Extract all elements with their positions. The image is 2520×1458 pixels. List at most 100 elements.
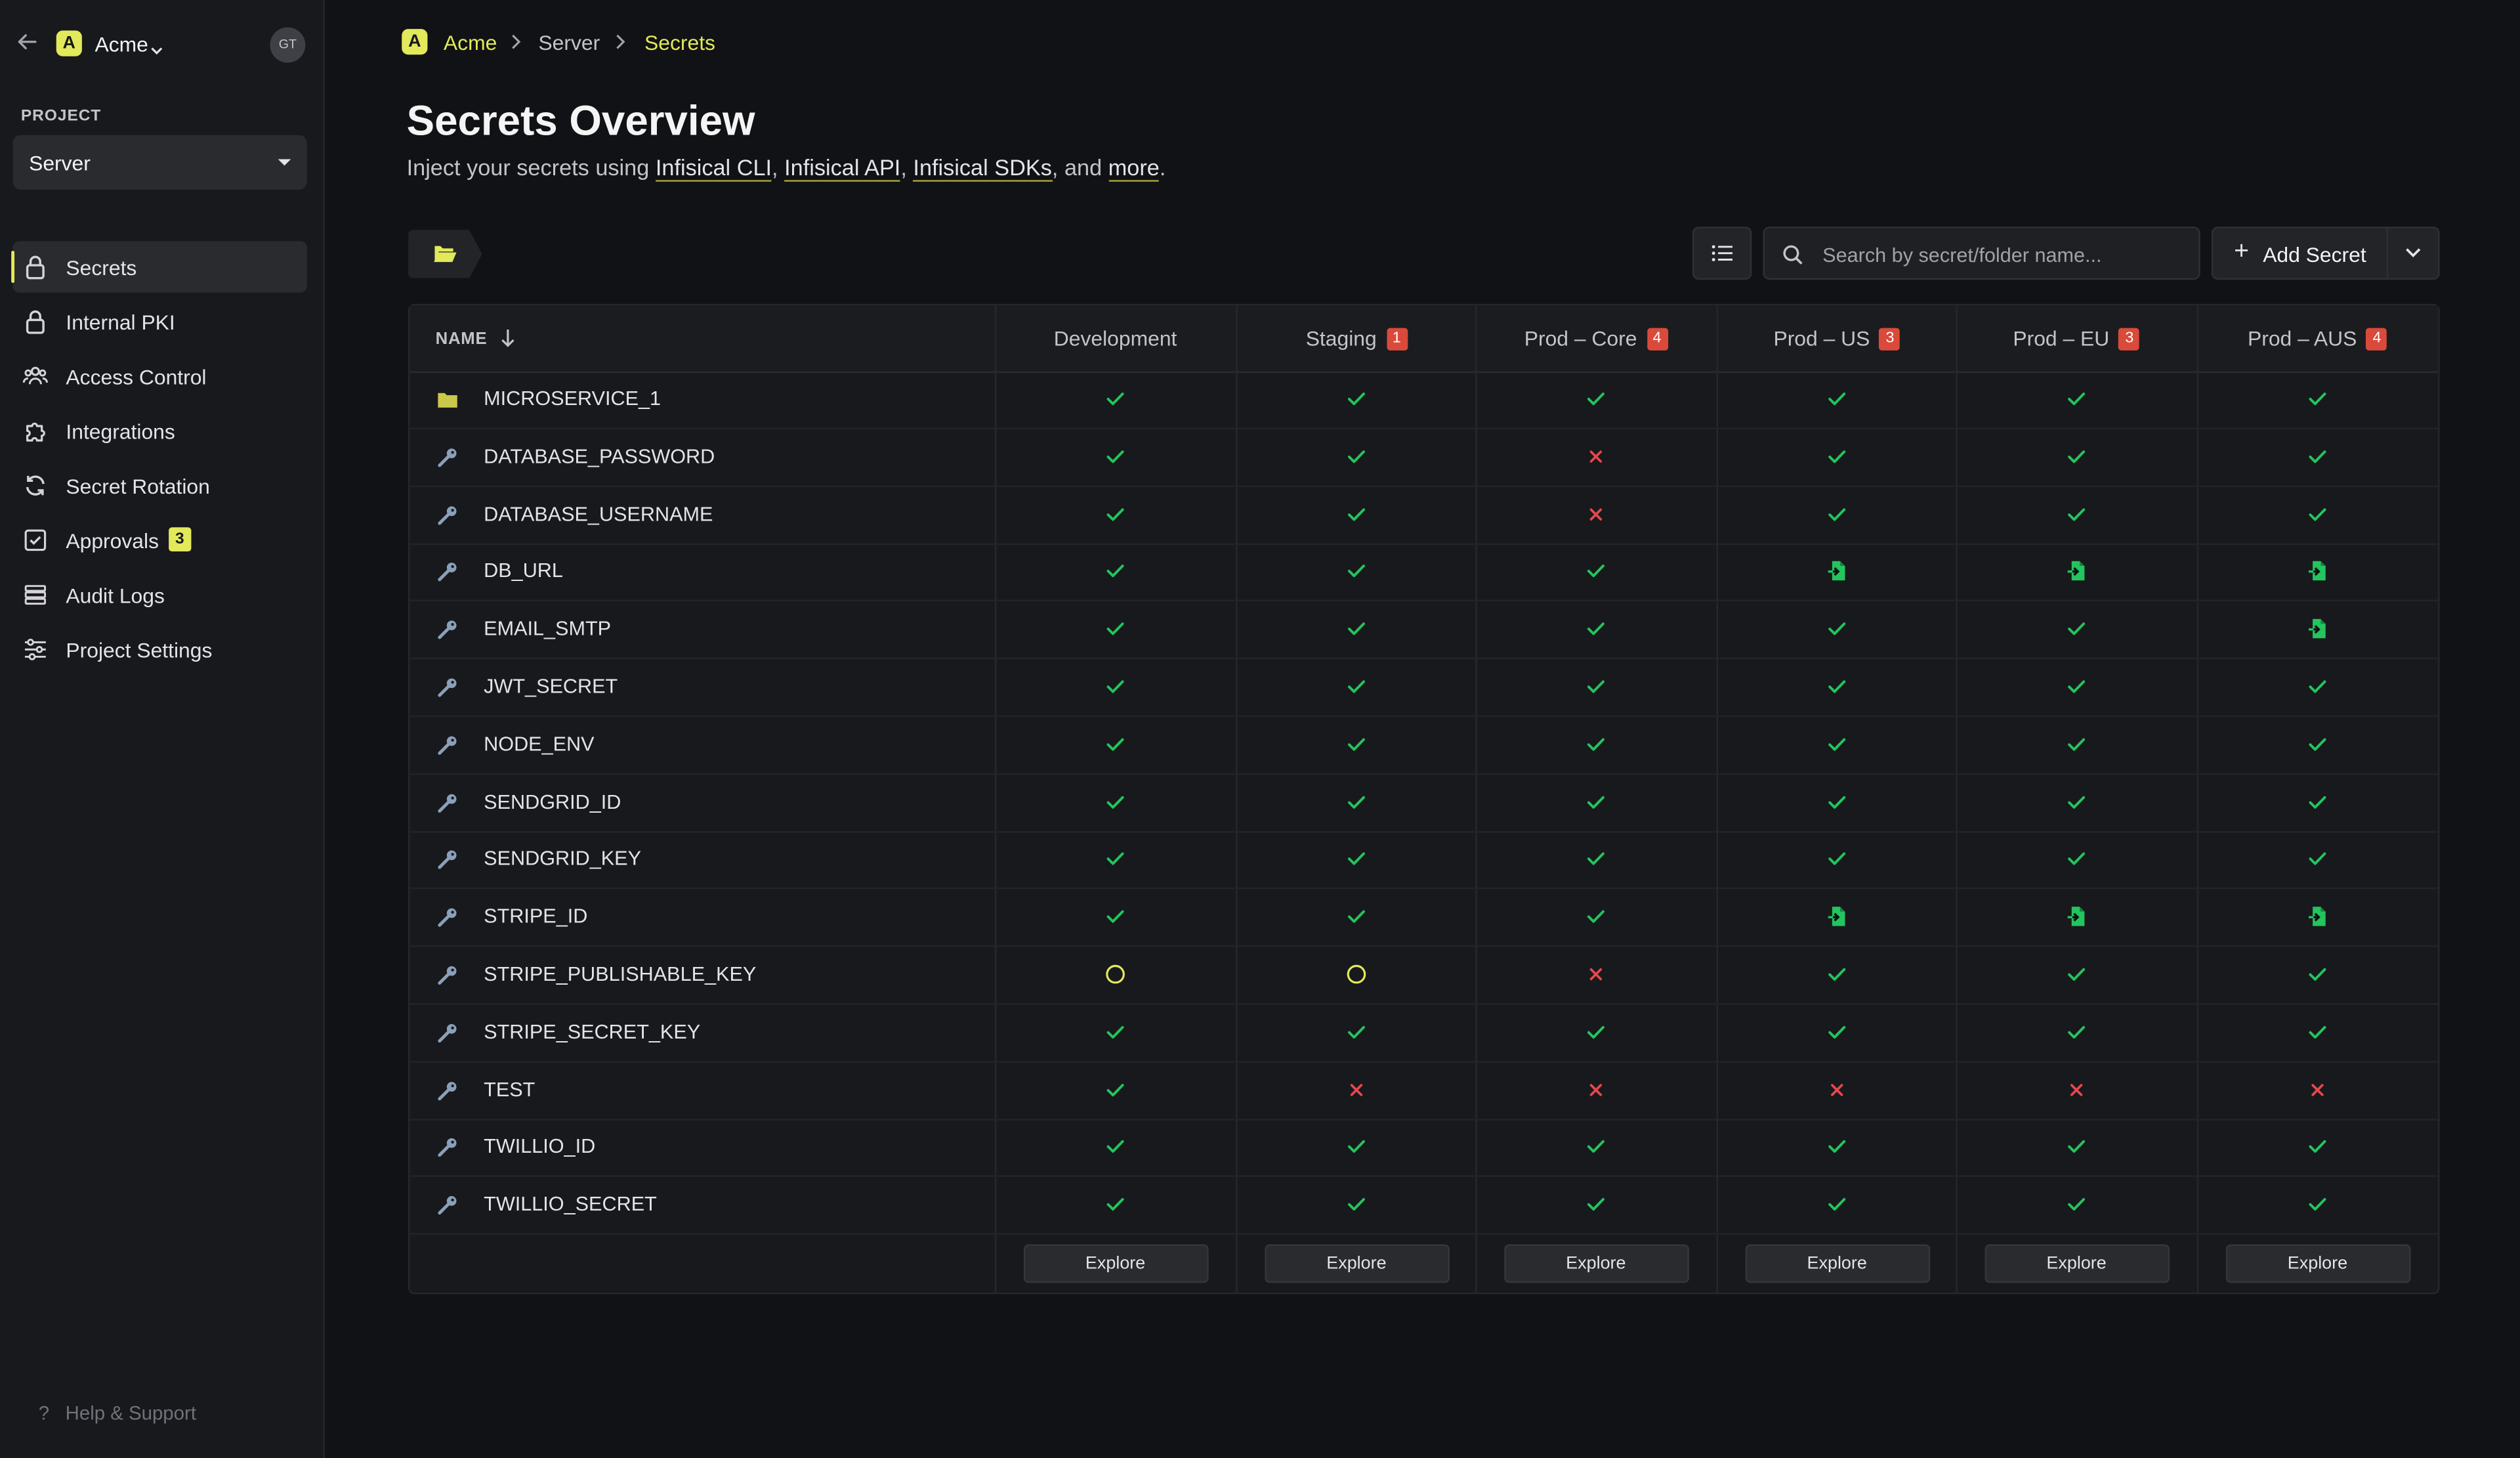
check-icon[interactable] (1102, 788, 1128, 814)
infisical-api-link[interactable]: Infisical API (784, 154, 901, 182)
check-icon[interactable] (2064, 674, 2090, 699)
check-icon[interactable] (1824, 731, 1850, 757)
check-icon[interactable] (1583, 616, 1608, 641)
env-column-header[interactable]: Development (995, 326, 1236, 351)
breadcrumb-page[interactable]: Secrets (644, 30, 715, 55)
check-icon[interactable] (2064, 386, 2090, 412)
env-column-header[interactable]: Prod – AUS 4 (2197, 326, 2438, 351)
check-icon[interactable] (1824, 501, 1850, 526)
x-icon[interactable] (1583, 1077, 1608, 1102)
add-secret-button[interactable]: + Add Secret (2213, 228, 2385, 278)
imported-file-icon[interactable] (2305, 559, 2330, 584)
folder-path-root[interactable] (408, 230, 482, 278)
check-icon[interactable] (1824, 788, 1850, 814)
check-icon[interactable] (1824, 443, 1850, 469)
x-icon[interactable] (1583, 501, 1608, 526)
check-icon[interactable] (1102, 674, 1128, 699)
check-icon[interactable] (2305, 443, 2330, 469)
sidebar-item-integrations[interactable]: Integrations (13, 405, 307, 456)
check-icon[interactable] (2305, 501, 2330, 526)
check-icon[interactable] (1102, 501, 1128, 526)
check-icon[interactable] (1343, 559, 1369, 584)
explore-button[interactable]: Explore (1744, 1244, 1930, 1283)
check-icon[interactable] (1583, 1019, 1608, 1044)
sidebar-item-approvals[interactable]: Approvals 3 (13, 515, 307, 566)
check-icon[interactable] (1102, 616, 1128, 641)
check-icon[interactable] (1343, 731, 1369, 757)
check-icon[interactable] (1102, 731, 1128, 757)
empty-circle-icon[interactable] (1343, 962, 1369, 987)
check-icon[interactable] (1343, 904, 1369, 930)
check-icon[interactable] (1824, 846, 1850, 872)
sidebar-item-secrets[interactable]: Secrets (11, 241, 307, 293)
check-icon[interactable] (2064, 846, 2090, 872)
more-link[interactable]: more (1108, 154, 1160, 182)
secret-row[interactable]: TWILLIO_ID (410, 1119, 2439, 1178)
secret-row[interactable]: TEST (410, 1062, 2439, 1120)
check-icon[interactable] (1102, 1019, 1128, 1044)
avatar[interactable]: GT (270, 27, 306, 63)
check-icon[interactable] (2064, 788, 2090, 814)
check-icon[interactable] (1102, 559, 1128, 584)
check-icon[interactable] (2064, 1134, 2090, 1160)
imported-file-icon[interactable] (1824, 559, 1850, 584)
imported-file-icon[interactable] (1824, 904, 1850, 930)
imported-file-icon[interactable] (2064, 559, 2090, 584)
secret-row[interactable]: STRIPE_SECRET_KEY (410, 1004, 2439, 1063)
check-icon[interactable] (2305, 1134, 2330, 1160)
explore-button[interactable]: Explore (1984, 1244, 2169, 1283)
check-icon[interactable] (1583, 559, 1608, 584)
env-column-header[interactable]: Staging 1 (1236, 326, 1477, 351)
explore-button[interactable]: Explore (2225, 1244, 2410, 1283)
check-icon[interactable] (2064, 501, 2090, 526)
breadcrumb-project[interactable]: Server (538, 30, 600, 55)
x-icon[interactable] (1824, 1077, 1850, 1102)
secret-row[interactable]: EMAIL_SMTP (410, 601, 2439, 660)
check-icon[interactable] (2064, 616, 2090, 641)
sidebar-item-internal-pki[interactable]: Internal PKI (13, 296, 307, 347)
check-icon[interactable] (1583, 1134, 1608, 1160)
sidebar-item-access-control[interactable]: Access Control (13, 351, 307, 402)
check-icon[interactable] (2305, 386, 2330, 412)
check-icon[interactable] (1824, 616, 1850, 641)
secret-row[interactable]: STRIPE_ID (410, 890, 2439, 947)
check-icon[interactable] (1102, 904, 1128, 930)
check-icon[interactable] (2064, 443, 2090, 469)
secret-row[interactable]: DATABASE_PASSWORD (410, 429, 2439, 487)
secret-row[interactable]: DATABASE_USERNAME (410, 486, 2439, 545)
explore-button[interactable]: Explore (1022, 1244, 1208, 1283)
add-secret-dropdown-button[interactable] (2388, 228, 2439, 278)
imported-file-icon[interactable] (2305, 616, 2330, 641)
check-icon[interactable] (1102, 1077, 1128, 1102)
secret-row[interactable]: SENDGRID_KEY (410, 832, 2439, 890)
check-icon[interactable] (1583, 904, 1608, 930)
check-icon[interactable] (1102, 1191, 1128, 1217)
check-icon[interactable] (1583, 846, 1608, 872)
check-icon[interactable] (1583, 788, 1608, 814)
check-icon[interactable] (1102, 386, 1128, 412)
check-icon[interactable] (1102, 846, 1128, 872)
check-icon[interactable] (2305, 962, 2330, 987)
check-icon[interactable] (1824, 674, 1850, 699)
env-column-header[interactable]: Prod – EU 3 (1956, 326, 2196, 351)
check-icon[interactable] (1583, 674, 1608, 699)
check-icon[interactable] (1343, 386, 1369, 412)
breadcrumb-org[interactable]: Acme (443, 30, 497, 55)
check-icon[interactable] (2305, 846, 2330, 872)
project-select[interactable]: Server (12, 135, 307, 190)
explore-button[interactable]: Explore (1264, 1244, 1449, 1283)
check-icon[interactable] (2064, 1019, 2090, 1044)
check-icon[interactable] (1343, 501, 1369, 526)
secret-row[interactable]: DB_URL (410, 544, 2439, 602)
check-icon[interactable] (1824, 962, 1850, 987)
check-icon[interactable] (2305, 1191, 2330, 1217)
infisical-sdks-link[interactable]: Infisical SDKs (913, 154, 1052, 182)
name-column-header[interactable]: NAME (436, 330, 514, 349)
sidebar-item-project-settings[interactable]: Project Settings (13, 624, 307, 675)
check-icon[interactable] (1824, 1019, 1850, 1044)
check-icon[interactable] (1824, 1134, 1850, 1160)
env-column-header[interactable]: Prod – Core 4 (1475, 326, 1716, 351)
help-support-link[interactable]: ? Help & Support (39, 1402, 213, 1425)
folder-row[interactable]: MICROSERVICE_1 (410, 372, 2439, 429)
sidebar-item-audit-logs[interactable]: Audit Logs (13, 569, 307, 620)
